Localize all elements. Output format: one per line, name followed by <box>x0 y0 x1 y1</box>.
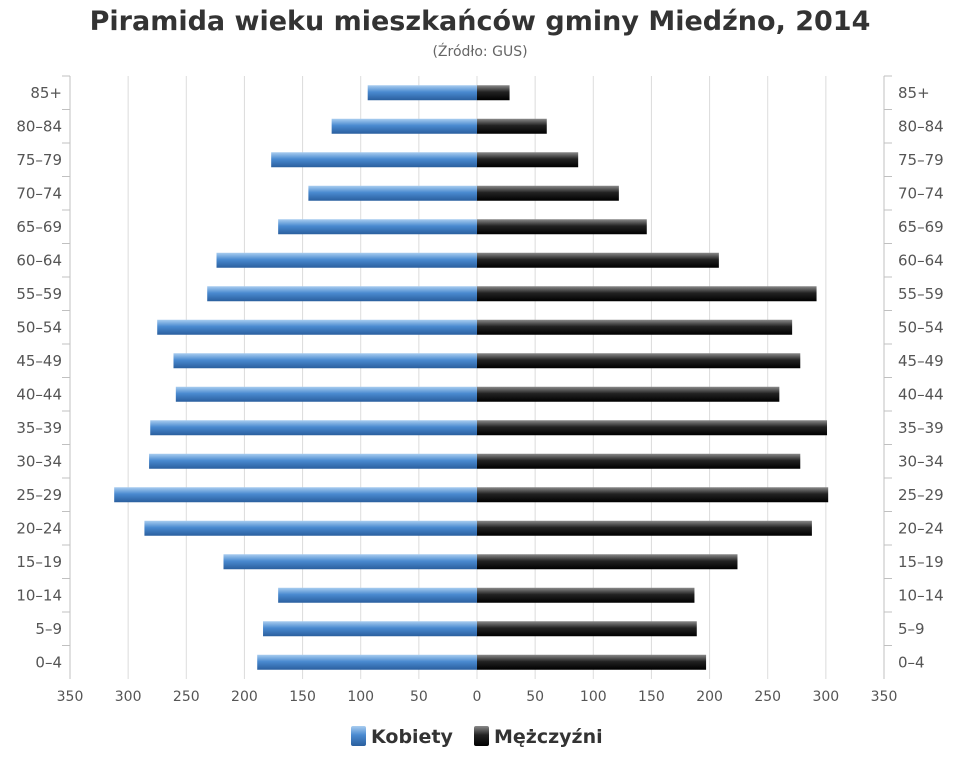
x-tick-label: 300 <box>812 689 839 705</box>
category-label-right: 70–74 <box>898 184 944 202</box>
chart-title: Piramida wieku mieszkańców gminy Miedźno… <box>89 6 871 37</box>
bar-mezczyzni <box>477 85 510 101</box>
bar-mezczyzni <box>477 353 801 369</box>
bar-mezczyzni <box>477 554 738 570</box>
x-tick-label: 100 <box>347 689 374 705</box>
category-label-right: 55–59 <box>898 285 944 303</box>
bar-mezczyzni <box>477 185 619 201</box>
bar-mezczyzni <box>477 118 547 134</box>
category-label-right: 60–64 <box>898 251 944 269</box>
x-tick-label: 250 <box>173 689 200 705</box>
category-label-right: 85+ <box>898 84 930 102</box>
bar-mezczyzni <box>477 319 793 335</box>
bar-mezczyzni <box>477 152 579 168</box>
bar-kobiety <box>367 85 477 101</box>
category-label-left: 10–14 <box>16 586 62 604</box>
bar-kobiety <box>149 453 477 469</box>
x-tick-label: 300 <box>115 689 142 705</box>
bar-kobiety <box>216 252 477 268</box>
x-tick-label: 50 <box>526 689 544 705</box>
bar-mezczyzni <box>477 386 780 402</box>
legend-swatch-mezczyzni[interactable] <box>474 726 489 746</box>
bar-kobiety <box>150 420 478 436</box>
category-label-right: 15–19 <box>898 553 944 571</box>
bar-mezczyzni <box>477 219 647 235</box>
category-label-left: 45–49 <box>16 352 62 370</box>
bar-kobiety <box>144 520 477 536</box>
category-label-left: 60–64 <box>16 251 62 269</box>
category-label-left: 0–4 <box>35 653 62 671</box>
bar-kobiety <box>278 219 477 235</box>
x-tick-label: 350 <box>871 689 898 705</box>
bar-mezczyzni <box>477 520 812 536</box>
category-label-right: 75–79 <box>898 151 944 169</box>
category-label-right: 0–4 <box>898 653 925 671</box>
category-label-left: 20–24 <box>16 519 62 537</box>
x-tick-label: 100 <box>580 689 607 705</box>
category-label-right: 40–44 <box>898 385 944 403</box>
category-label-left: 80–84 <box>16 117 62 135</box>
x-tick-label: 250 <box>754 689 781 705</box>
bar-kobiety <box>263 621 477 637</box>
legend-label-mezczyzni[interactable]: Mężczyźni <box>494 726 603 748</box>
category-label-right: 65–69 <box>898 218 944 236</box>
category-label-right: 10–14 <box>898 586 944 604</box>
bar-kobiety <box>114 487 477 503</box>
x-tick-label: 350 <box>57 689 84 705</box>
bar-mezczyzni <box>477 252 719 268</box>
x-tick-label: 200 <box>231 689 258 705</box>
category-label-left: 25–29 <box>16 486 62 504</box>
bar-mezczyzni <box>477 453 801 469</box>
category-label-left: 40–44 <box>16 385 62 403</box>
bar-mezczyzni <box>477 587 695 603</box>
legend-label-kobiety[interactable]: Kobiety <box>371 726 454 748</box>
category-label-right: 50–54 <box>898 318 944 336</box>
bar-kobiety <box>157 319 477 335</box>
bar-kobiety <box>278 587 477 603</box>
category-label-right: 25–29 <box>898 486 944 504</box>
x-tick-label: 0 <box>473 689 482 705</box>
bar-kobiety <box>308 185 477 201</box>
x-tick-label: 50 <box>410 689 428 705</box>
bar-kobiety <box>207 286 477 302</box>
bar-kobiety <box>173 353 477 369</box>
bar-mezczyzni <box>477 286 817 302</box>
bar-kobiety <box>223 554 477 570</box>
chart-subtitle: (Źródło: GUS) <box>432 44 528 60</box>
bar-kobiety <box>331 118 477 134</box>
bar-mezczyzni <box>477 487 829 503</box>
category-label-left: 30–34 <box>16 452 62 470</box>
category-label-right: 5–9 <box>898 620 925 638</box>
category-label-left: 65–69 <box>16 218 62 236</box>
category-label-right: 20–24 <box>898 519 944 537</box>
x-tick-label: 200 <box>696 689 723 705</box>
category-label-left: 85+ <box>30 84 62 102</box>
category-label-left: 15–19 <box>16 553 62 571</box>
bar-kobiety <box>271 152 477 168</box>
category-label-right: 30–34 <box>898 452 944 470</box>
category-label-left: 5–9 <box>35 620 62 638</box>
x-tick-label: 150 <box>638 689 665 705</box>
category-label-left: 50–54 <box>16 318 62 336</box>
category-label-right: 35–39 <box>898 419 944 437</box>
category-label-right: 80–84 <box>898 117 944 135</box>
category-label-left: 35–39 <box>16 419 62 437</box>
bar-mezczyzni <box>477 420 828 436</box>
bar-mezczyzni <box>477 654 707 670</box>
category-label-right: 45–49 <box>898 352 944 370</box>
category-label-left: 70–74 <box>16 184 62 202</box>
bar-kobiety <box>257 654 477 670</box>
category-label-left: 75–79 <box>16 151 62 169</box>
bar-kobiety <box>175 386 477 402</box>
x-tick-label: 150 <box>289 689 316 705</box>
bar-mezczyzni <box>477 621 697 637</box>
legend-swatch-kobiety[interactable] <box>351 726 366 746</box>
category-label-left: 55–59 <box>16 285 62 303</box>
